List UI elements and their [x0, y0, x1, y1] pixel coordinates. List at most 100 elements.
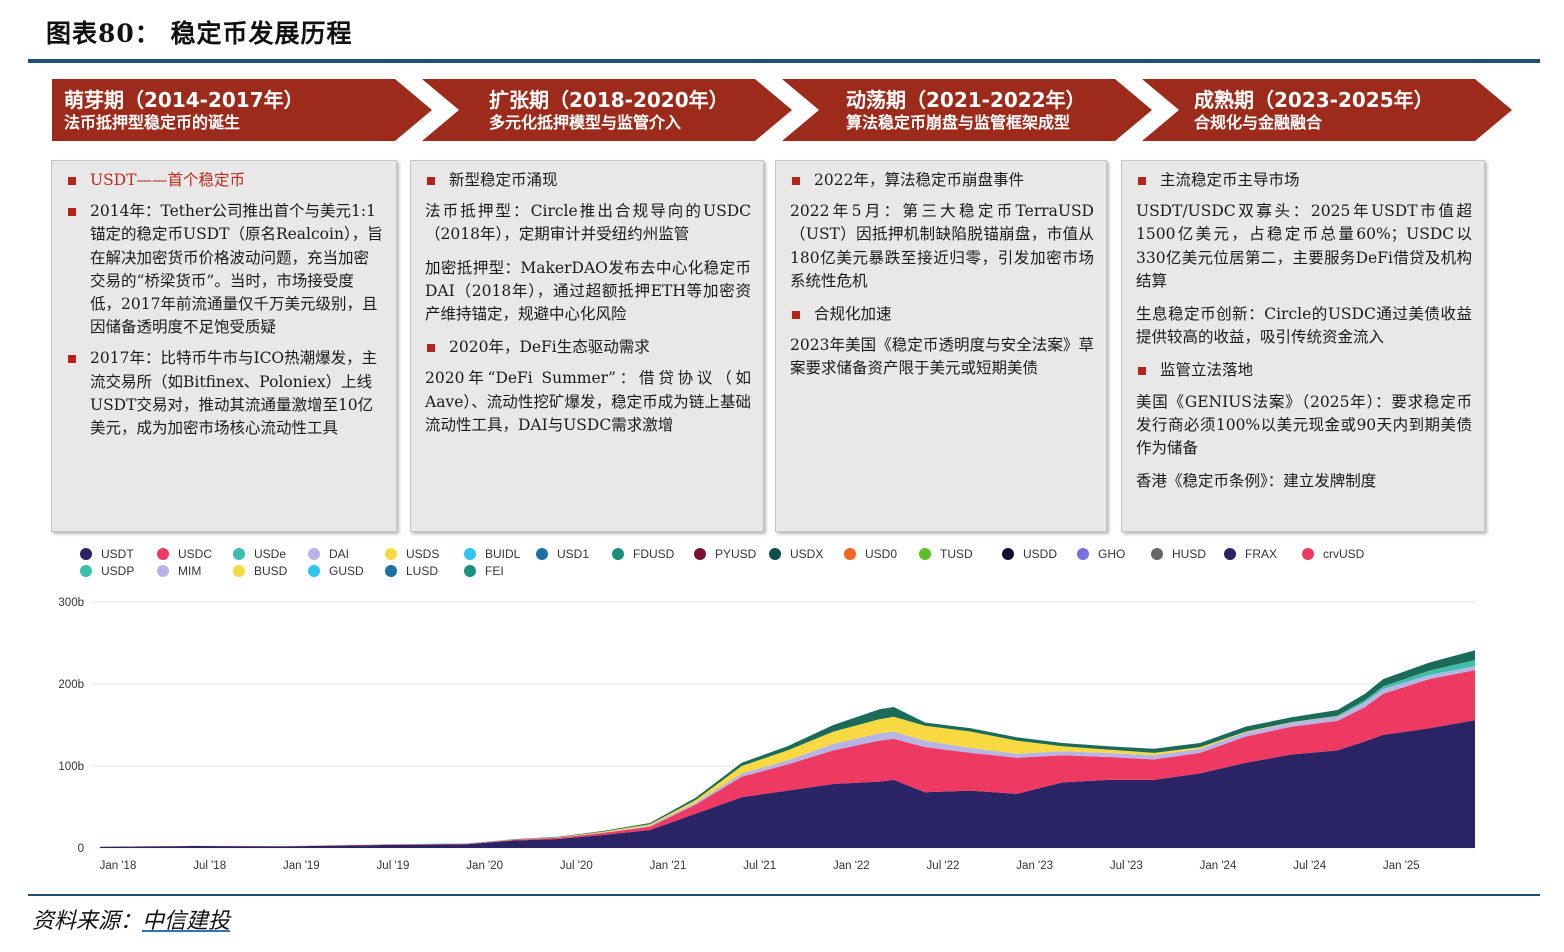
legend-label: USD1 [557, 547, 590, 561]
legend-item-usdp[interactable]: USDP [80, 564, 134, 578]
legend-swatch [385, 565, 397, 577]
bullet-heading: 新型稳定币涌现 [425, 169, 751, 192]
bullet-heading: 主流稳定币主导市场 [1136, 169, 1472, 192]
legend-swatch [308, 548, 320, 560]
x-tick-label: Jul '19 [377, 860, 410, 872]
legend-swatch [694, 548, 706, 560]
legend-item-usdt[interactable]: USDT [80, 547, 134, 561]
legend-label: PYUSD [715, 547, 757, 561]
x-tick-label: Jul '20 [560, 860, 593, 872]
phase-subtitle: 多元化抵押模型与监管介入 [489, 113, 682, 132]
legend-swatch [308, 565, 320, 577]
x-tick-label: Jul '24 [1293, 860, 1326, 872]
legend-swatch [464, 565, 476, 577]
legend-item-usdx[interactable]: USDX [769, 547, 823, 561]
legend-item-dai[interactable]: DAI [308, 547, 349, 561]
legend-label: GHO [1098, 547, 1126, 561]
y-tick-label: 200b [58, 679, 84, 691]
legend-item-husd[interactable]: HUSD [1151, 547, 1206, 561]
legend-swatch [1224, 548, 1236, 560]
legend-item-usdd[interactable]: USDD [1002, 547, 1057, 561]
legend-item-crvusd[interactable]: crvUSD [1302, 547, 1364, 561]
paragraph: 2023年美国《稳定币透明度与安全法案》草案要求储备资产限于美元或短期美债 [790, 336, 1094, 378]
legend-label: USDe [254, 547, 287, 561]
area-series-usdt[interactable] [100, 720, 1475, 848]
legend-label: FDUSD [633, 547, 675, 561]
y-tick-label: 300b [58, 597, 84, 609]
legend-swatch [919, 548, 931, 560]
phase-arrow-1 [52, 79, 432, 141]
paragraph: 加密抵押型：MakerDAO发布去中心化稳定币DAI（2018年），通过超额抵押… [425, 258, 751, 324]
legend-swatch [1302, 548, 1314, 560]
legend-item-busd[interactable]: BUSD [233, 564, 287, 578]
legend-swatch [844, 548, 856, 560]
legend-item-buidl[interactable]: BUIDL [464, 547, 520, 561]
legend-label: USDS [406, 547, 440, 561]
legend-label: USDP [101, 564, 135, 578]
phase-label-2: 扩张期（2018-2020年） 多元化抵押模型与监管介入 [489, 87, 729, 133]
legend-item-usd1[interactable]: USD1 [536, 547, 589, 561]
legend-label: USD0 [865, 547, 898, 561]
phase-arrow-3 [782, 79, 1152, 141]
legend-item-gusd[interactable]: GUSD [308, 564, 364, 578]
area-series-busd[interactable] [100, 660, 1475, 847]
legend-swatch [80, 565, 92, 577]
legend-swatch [612, 548, 624, 560]
bullet-text: 2017年：比特币牛市与ICO热潮爆发，主流交易所（如Bitfinex、Polo… [66, 347, 384, 440]
x-tick-label: Jan '21 [650, 860, 687, 872]
source-note: 资料来源：中信建投 [32, 909, 231, 934]
legend-swatch [233, 565, 245, 577]
x-tick-label: Jul '21 [743, 860, 776, 872]
legend-label: USDD [1023, 547, 1058, 561]
paragraph: USDT/USDC双寡头：2025年USDT市值超1500亿美元，占稳定币总量6… [1136, 202, 1472, 290]
legend-label: USDX [790, 547, 824, 561]
legend-item-tusd[interactable]: TUSD [919, 547, 973, 561]
x-tick-label: Jan '18 [100, 860, 137, 872]
legend-swatch [157, 548, 169, 560]
legend-label: TUSD [940, 547, 973, 561]
phase-box-3: 2022年，算法稳定币崩盘事件 2022年5月：第三大稳定币TerraUSD（U… [775, 160, 1107, 532]
x-tick-label: Jul '22 [927, 860, 960, 872]
legend-swatch [80, 548, 92, 560]
legend-label: FRAX [1245, 547, 1278, 561]
legend-item-gho[interactable]: GHO [1077, 547, 1125, 561]
x-tick-label: Jan '24 [1200, 860, 1237, 872]
area-series-usdc[interactable] [100, 670, 1475, 847]
phase-name: 扩张期（2018-2020年） [489, 88, 729, 112]
legend-label: BUIDL [485, 547, 521, 561]
legend-swatch [1002, 548, 1014, 560]
legend-label: BUSD [254, 564, 288, 578]
bullet-heading: 合规化加速 [790, 303, 1094, 326]
phase-label-3: 动荡期（2021-2022年） 算法稳定币崩盘与监管框架成型 [846, 87, 1086, 133]
x-tick-label: Jan '25 [1383, 860, 1420, 872]
legend-item-pyusd[interactable]: PYUSD [694, 547, 756, 561]
top-rule [28, 59, 1540, 63]
phase-label-4: 成熟期（2023-2025年） 合规化与金融融合 [1194, 87, 1434, 133]
legend-item-usde[interactable]: USDe [233, 547, 286, 561]
legend-item-usdc[interactable]: USDC [157, 547, 212, 561]
legend-label: HUSD [1172, 547, 1207, 561]
bullet-heading: USDT——首个稳定币 [66, 169, 384, 192]
phase-subtitle: 合规化与金融融合 [1194, 113, 1323, 132]
legend-item-usd0[interactable]: USD0 [844, 547, 897, 561]
y-tick-label: 100b [58, 761, 84, 773]
x-tick-label: Jan '19 [283, 860, 320, 872]
legend-label: FEI [485, 564, 504, 578]
area-series-other[interactable] [100, 650, 1475, 847]
phase-arrow-2 [422, 79, 792, 141]
legend-item-fei[interactable]: FEI [464, 564, 504, 578]
phase-arrow-4 [1142, 79, 1512, 141]
paragraph: 2020年“DeFi Summer”：借贷协议（如Aave）、流动性挖矿爆发，稳… [425, 369, 751, 434]
legend-swatch [1077, 548, 1089, 560]
paragraph: 2022年5月：第三大稳定币TerraUSD（UST）因抵押机制缺陷脱锚崩盘，市… [790, 202, 1094, 290]
legend-item-frax[interactable]: FRAX [1224, 547, 1277, 561]
legend-swatch [233, 548, 245, 560]
bullet-text: 2014年：Tether公司推出首个与美元1:1锚定的稳定币USDT（原名Rea… [66, 200, 384, 339]
legend-item-lusd[interactable]: LUSD [385, 564, 438, 578]
paragraph: 香港《稳定币条例》：建立发牌制度 [1136, 472, 1377, 491]
legend-item-usds[interactable]: USDS [385, 547, 439, 561]
legend-item-fdusd[interactable]: FDUSD [612, 547, 674, 561]
paragraph: 法币抵押型：Circle推出合规导向的USDC（2018年），定期审计并受纽约州… [425, 202, 751, 244]
legend-swatch [157, 565, 169, 577]
legend-item-mim[interactable]: MIM [157, 564, 201, 578]
